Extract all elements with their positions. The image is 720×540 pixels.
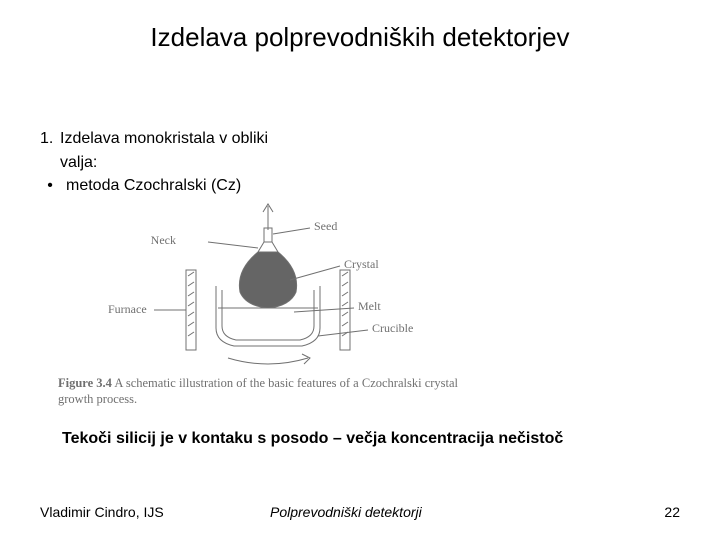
label-neck: Neck	[151, 233, 176, 247]
bullet-list: 1. Izdelava monokristala v obliki valja:…	[40, 128, 268, 199]
bullet-dot-icon: •	[40, 175, 60, 197]
footer-page: 22	[664, 504, 680, 520]
label-crystal: Crystal	[344, 257, 379, 271]
label-furnace: Furnace	[108, 302, 147, 316]
slide: Izdelava polprevodniških detektorjev 1. …	[0, 0, 720, 540]
label-seed: Seed	[314, 219, 337, 233]
list-item: • metoda Czochralski (Cz)	[40, 175, 268, 197]
figure-text: A schematic illustration of the basic fe…	[58, 376, 458, 406]
page-title: Izdelava polprevodniških detektorjev	[0, 22, 720, 53]
figure: Seed Neck Crystal Melt Crucible Furnace …	[58, 200, 478, 407]
list-text: metoda Czochralski (Cz)	[60, 175, 241, 197]
czochralski-diagram: Seed Neck Crystal Melt Crucible Furnace	[58, 200, 478, 370]
list-text: Izdelava monokristala v obliki	[60, 128, 268, 150]
list-item: valja:	[40, 152, 268, 174]
figure-caption: Figure 3.4 A schematic illustration of t…	[58, 376, 458, 407]
emphasis-text: Tekoči silicij je v kontaku s posodo – v…	[62, 430, 563, 448]
label-melt: Melt	[358, 299, 381, 313]
list-item: 1. Izdelava monokristala v obliki	[40, 128, 268, 150]
figure-number: Figure 3.4	[58, 376, 112, 390]
list-text: valja:	[60, 152, 97, 174]
footer-author: Vladimir Cindro, IJS	[40, 504, 164, 520]
footer-title: Polprevodniški detektorji	[270, 504, 422, 520]
list-number: 1.	[40, 128, 60, 150]
label-crucible: Crucible	[372, 321, 413, 335]
